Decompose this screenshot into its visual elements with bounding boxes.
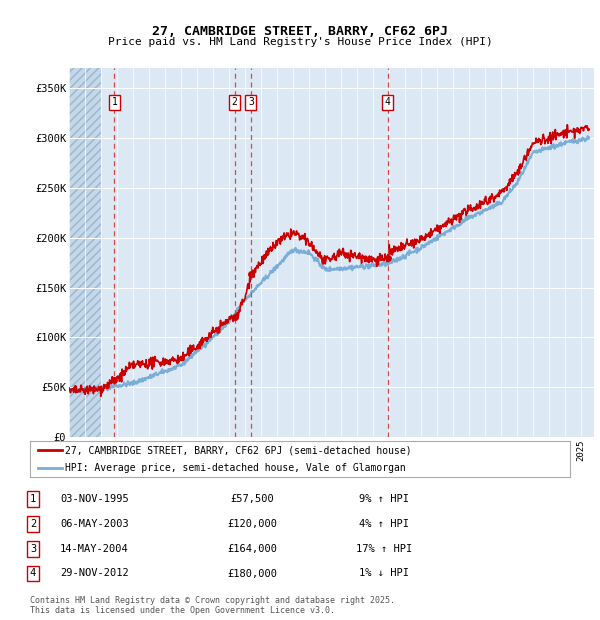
Text: £57,500: £57,500 xyxy=(230,494,274,504)
Text: HPI: Average price, semi-detached house, Vale of Glamorgan: HPI: Average price, semi-detached house,… xyxy=(65,463,406,474)
Text: 1: 1 xyxy=(30,494,36,504)
Text: 03-NOV-1995: 03-NOV-1995 xyxy=(60,494,129,504)
Text: Price paid vs. HM Land Registry's House Price Index (HPI): Price paid vs. HM Land Registry's House … xyxy=(107,37,493,47)
Text: 3: 3 xyxy=(30,544,36,554)
Text: 4% ↑ HPI: 4% ↑ HPI xyxy=(359,519,409,529)
Text: £180,000: £180,000 xyxy=(227,569,277,578)
Text: 1% ↓ HPI: 1% ↓ HPI xyxy=(359,569,409,578)
Text: £120,000: £120,000 xyxy=(227,519,277,529)
Text: 29-NOV-2012: 29-NOV-2012 xyxy=(60,569,129,578)
Text: 14-MAY-2004: 14-MAY-2004 xyxy=(60,544,129,554)
Text: 3: 3 xyxy=(248,97,254,107)
Bar xyxy=(69,68,101,437)
Text: 9% ↑ HPI: 9% ↑ HPI xyxy=(359,494,409,504)
Text: 17% ↑ HPI: 17% ↑ HPI xyxy=(356,544,412,554)
Text: 27, CAMBRIDGE STREET, BARRY, CF62 6PJ (semi-detached house): 27, CAMBRIDGE STREET, BARRY, CF62 6PJ (s… xyxy=(65,445,412,456)
Text: 4: 4 xyxy=(30,569,36,578)
Text: 2: 2 xyxy=(30,519,36,529)
Text: 27, CAMBRIDGE STREET, BARRY, CF62 6PJ: 27, CAMBRIDGE STREET, BARRY, CF62 6PJ xyxy=(152,25,448,38)
Text: Contains HM Land Registry data © Crown copyright and database right 2025.
This d: Contains HM Land Registry data © Crown c… xyxy=(30,596,395,615)
Text: £164,000: £164,000 xyxy=(227,544,277,554)
Text: 1: 1 xyxy=(112,97,118,107)
Text: 4: 4 xyxy=(385,97,391,107)
Text: 06-MAY-2003: 06-MAY-2003 xyxy=(60,519,129,529)
Text: 2: 2 xyxy=(232,97,238,107)
